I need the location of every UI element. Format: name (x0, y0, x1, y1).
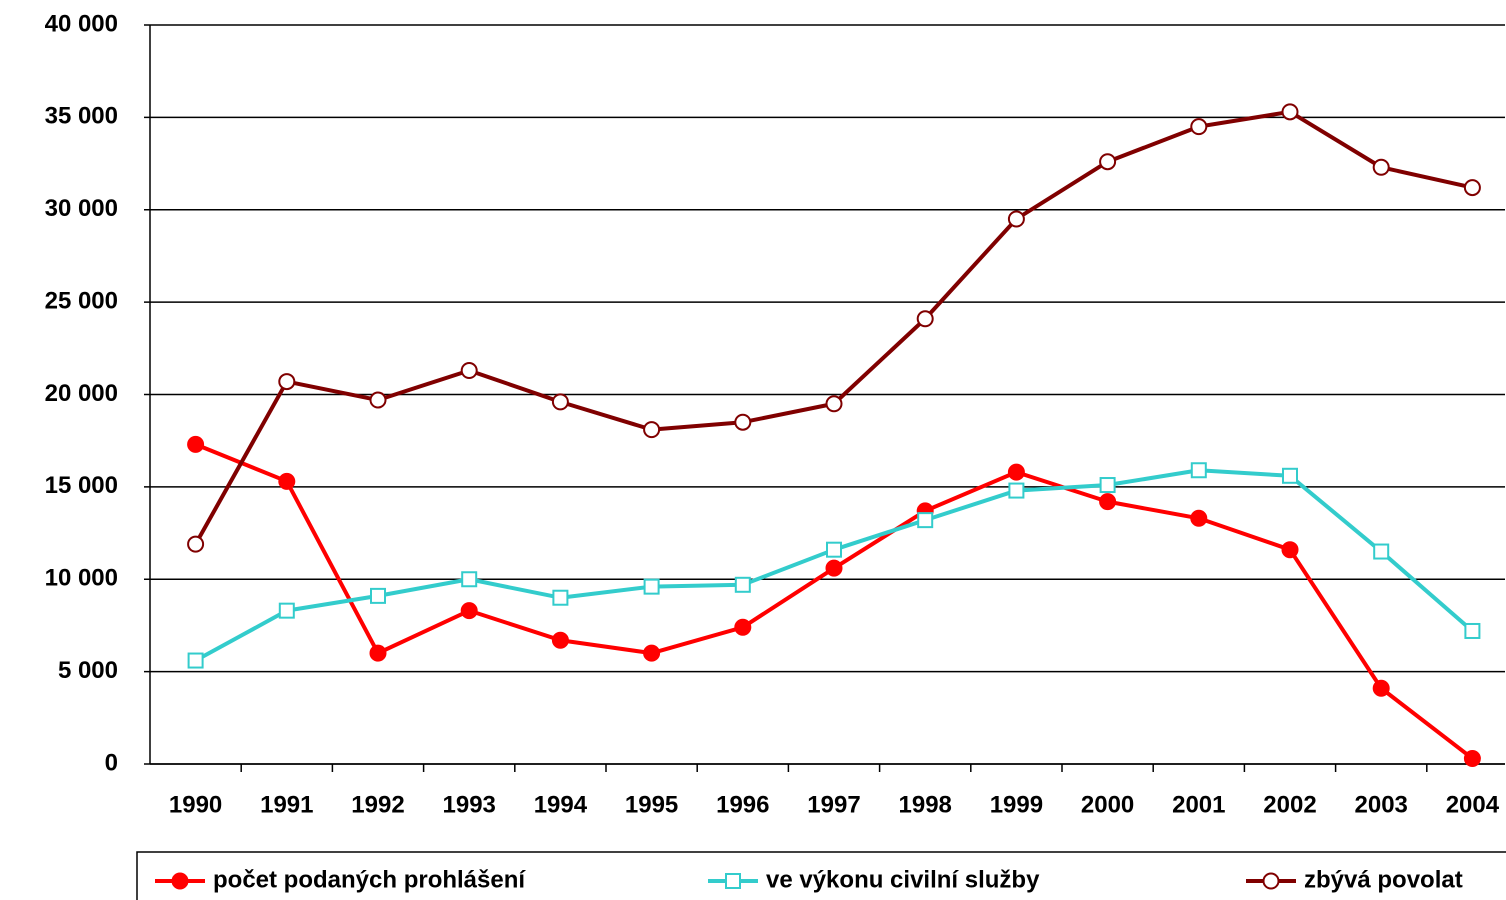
y-tick-label: 15 000 (45, 472, 118, 499)
marker (187, 435, 205, 453)
marker (1190, 462, 1207, 479)
marker (460, 361, 478, 379)
marker (734, 413, 752, 431)
marker (643, 578, 660, 595)
marker (643, 421, 661, 439)
x-tick-label: 2002 (1263, 791, 1316, 818)
x-tick-label: 2001 (1172, 791, 1225, 818)
legend-marker (1262, 872, 1280, 890)
y-tick-label: 5 000 (58, 657, 118, 684)
marker (370, 587, 386, 604)
marker (1099, 153, 1117, 171)
y-tick-label: 30 000 (45, 195, 118, 222)
marker (461, 571, 478, 588)
x-tick-label: 2004 (1446, 791, 1500, 818)
legend-box (136, 851, 1506, 900)
x-tick-label: 1990 (169, 791, 222, 818)
y-tick-label: 40 000 (45, 10, 118, 37)
marker (1281, 541, 1299, 559)
marker (734, 618, 752, 636)
marker (643, 644, 661, 662)
legend-label: počet podaných prohlášení (213, 866, 526, 893)
marker (825, 559, 843, 577)
x-tick-label: 1996 (716, 791, 769, 818)
marker (734, 576, 751, 593)
x-tick-label: 1994 (534, 791, 588, 818)
marker (369, 391, 387, 409)
x-tick-label: 1992 (351, 791, 404, 818)
marker (552, 589, 569, 606)
marker (1463, 749, 1481, 767)
y-tick-label: 20 000 (45, 380, 118, 407)
marker (826, 541, 842, 558)
marker (1099, 477, 1116, 494)
marker (369, 644, 387, 662)
marker (825, 395, 843, 413)
legend-label: ve výkonu civilní služby (766, 866, 1040, 893)
series-line (193, 109, 1473, 546)
x-tick-label: 1993 (443, 791, 496, 818)
marker (278, 472, 296, 490)
y-tick-label: 35 000 (45, 103, 118, 130)
x-tick-label: 2000 (1081, 791, 1134, 818)
x-tick-label: 1999 (990, 791, 1043, 818)
marker (1464, 622, 1481, 639)
x-tick-label: 1991 (260, 791, 313, 818)
marker (1373, 543, 1390, 560)
marker (1099, 493, 1117, 511)
marker (1008, 482, 1025, 499)
x-tick-label: 1995 (625, 791, 678, 818)
marker (278, 602, 295, 619)
legend-marker (725, 873, 741, 889)
marker (1281, 103, 1299, 121)
x-tick-label: 1997 (807, 791, 860, 818)
marker (1190, 509, 1208, 527)
y-tick-label: 10 000 (45, 565, 118, 592)
marker (1007, 210, 1025, 228)
marker (916, 310, 934, 328)
marker (917, 512, 934, 529)
x-tick-label: 2003 (1355, 791, 1408, 818)
series-line (194, 442, 1474, 761)
legend-marker (171, 872, 189, 890)
marker (1007, 463, 1025, 481)
y-tick-label: 25 000 (45, 287, 118, 314)
marker (1372, 679, 1390, 697)
marker (1190, 118, 1208, 136)
marker (460, 602, 478, 620)
marker (187, 652, 204, 669)
legend-label: zbývá povolat (1304, 866, 1463, 893)
marker (1463, 179, 1481, 197)
x-tick-label: 1998 (899, 791, 952, 818)
marker (551, 631, 569, 649)
marker (187, 535, 205, 553)
marker (1282, 467, 1298, 484)
marker (278, 373, 296, 391)
y-tick-label: 0 (105, 749, 118, 776)
marker (551, 393, 569, 411)
marker (1372, 158, 1390, 176)
